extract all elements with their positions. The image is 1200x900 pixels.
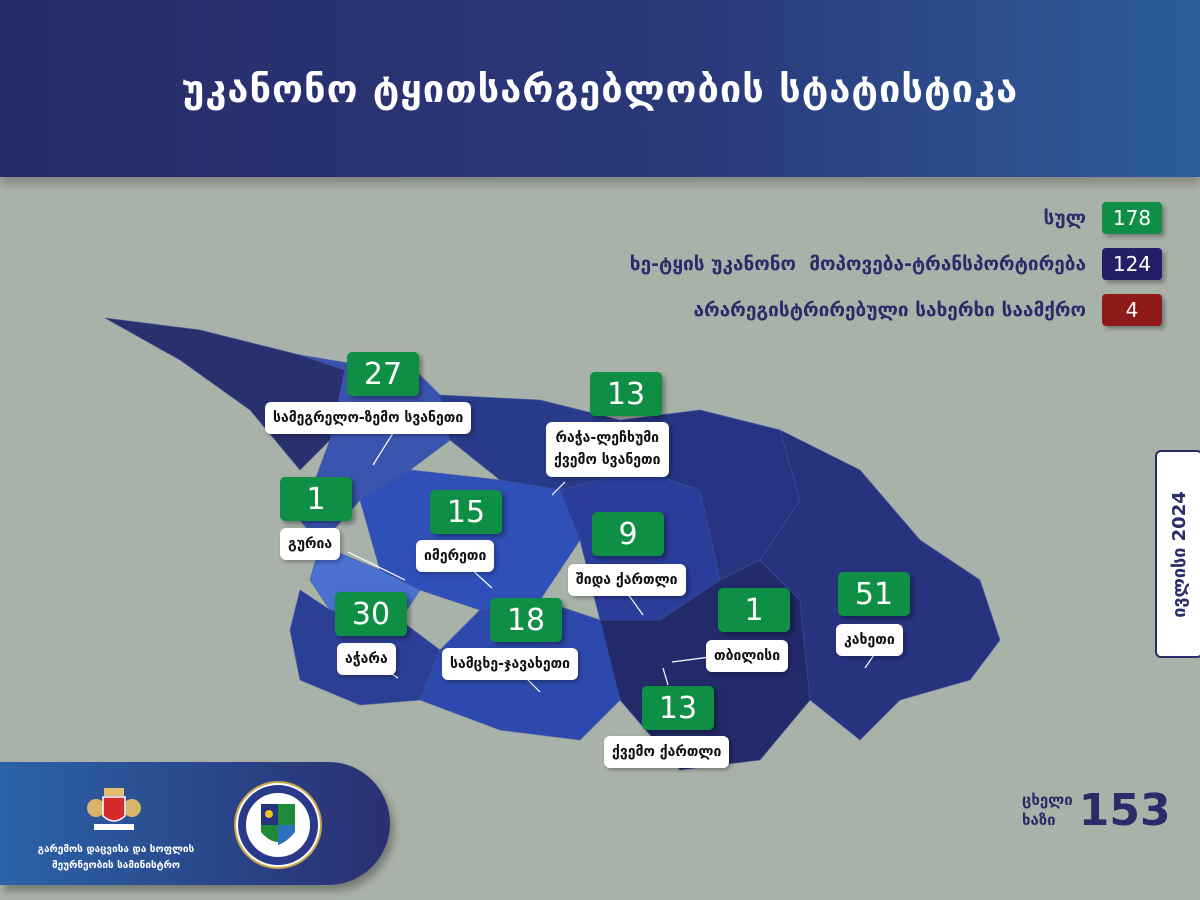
region-label-tbilisi: თბილისი: [706, 640, 789, 673]
legend-label: არარეგისტრირებული სახერხი საამქრო: [693, 299, 1087, 321]
legend-value: 124: [1102, 248, 1162, 280]
legend: სულ 178 ხე-ტყის უკანონო მოპოვება-ტრანსპო…: [630, 202, 1162, 326]
date-label: ივლისი 2024: [1168, 490, 1190, 618]
legend-value: 4: [1102, 294, 1162, 326]
region-label-samegrelo: სამეგრელო-ზემო სვანეთი: [265, 402, 472, 435]
region-label-imereti: იმერეთი: [416, 540, 495, 573]
legend-logging: ხე-ტყის უკანონო მოპოვება-ტრანსპორტირება …: [630, 248, 1162, 280]
region-value-samegrelo: 27: [347, 352, 419, 396]
legend-label: სულ: [1043, 207, 1086, 229]
legend-sawmill: არარეგისტრირებული სახერხი საამქრო 4: [693, 294, 1162, 326]
region-value-guria: 1: [280, 477, 352, 521]
region-value-shida-kartli: 9: [592, 512, 664, 556]
footer-panel: გარემოს დაცვისა და სოფლის მეურნეობის სამ…: [0, 762, 390, 885]
region-value-racha: 13: [590, 372, 662, 416]
region-value-kakheti: 51: [838, 572, 910, 616]
hotline-label: ცხელი ხაზი: [1022, 791, 1073, 830]
hotline-number: 153: [1078, 785, 1171, 836]
region-value-samtskhe: 18: [490, 598, 562, 642]
legend-value: 178: [1102, 202, 1162, 234]
page-title: უკანონო ტყითსარგებლობის სტატისტიკა: [181, 66, 1019, 111]
ministry-line: გარემოს დაცვისა და სოფლის: [37, 844, 195, 855]
region-abkhazia: [104, 317, 346, 471]
header: უკანონო ტყითსარგებლობის სტატისტიკა: [0, 0, 1200, 177]
legend-total: სულ 178: [1044, 202, 1162, 234]
region-label-line: ქვემო სვანეთი: [554, 452, 661, 469]
hotline: ცხელი ხაზი 153: [1022, 785, 1171, 836]
region-value-kvemo-kartli: 13: [642, 686, 714, 730]
ministry-line: მეურნეობის სამინისტრო: [51, 860, 181, 871]
region-value-imereti: 15: [430, 490, 502, 534]
date-box: ივლისი 2024: [1155, 450, 1200, 658]
region-label-line: რაჭა-ლეჩხუმი: [555, 430, 660, 446]
ministry-name: გარემოს დაცვისა და სოფლის მეურნეობის სამ…: [16, 842, 216, 874]
hotline-line: ხაზი: [1022, 810, 1056, 829]
region-label-adjara: აჭარა: [337, 643, 396, 676]
region-value-adjara: 30: [335, 592, 407, 636]
coat-of-arms-icon: [87, 788, 141, 830]
region-label-guria: გურია: [280, 528, 341, 561]
region-label-kakheti: კახეთი: [836, 624, 903, 657]
region-value-tbilisi: 1: [718, 588, 790, 632]
legend-label: ხე-ტყის უკანონო მოპოვება-ტრანსპორტირება: [629, 253, 1086, 275]
region-label-shida-kartli: შიდა ქართლი: [568, 564, 686, 597]
agency-seal-icon: [234, 781, 322, 869]
region-label-samtskhe: სამცხე-ჯავახეთი: [442, 648, 579, 681]
region-label-racha: რაჭა-ლეჩხუმი ქვემო სვანეთი: [546, 422, 669, 477]
region-label-kvemo-kartli: ქვემო ქართლი: [604, 736, 730, 769]
hotline-line: ცხელი: [1022, 791, 1073, 809]
